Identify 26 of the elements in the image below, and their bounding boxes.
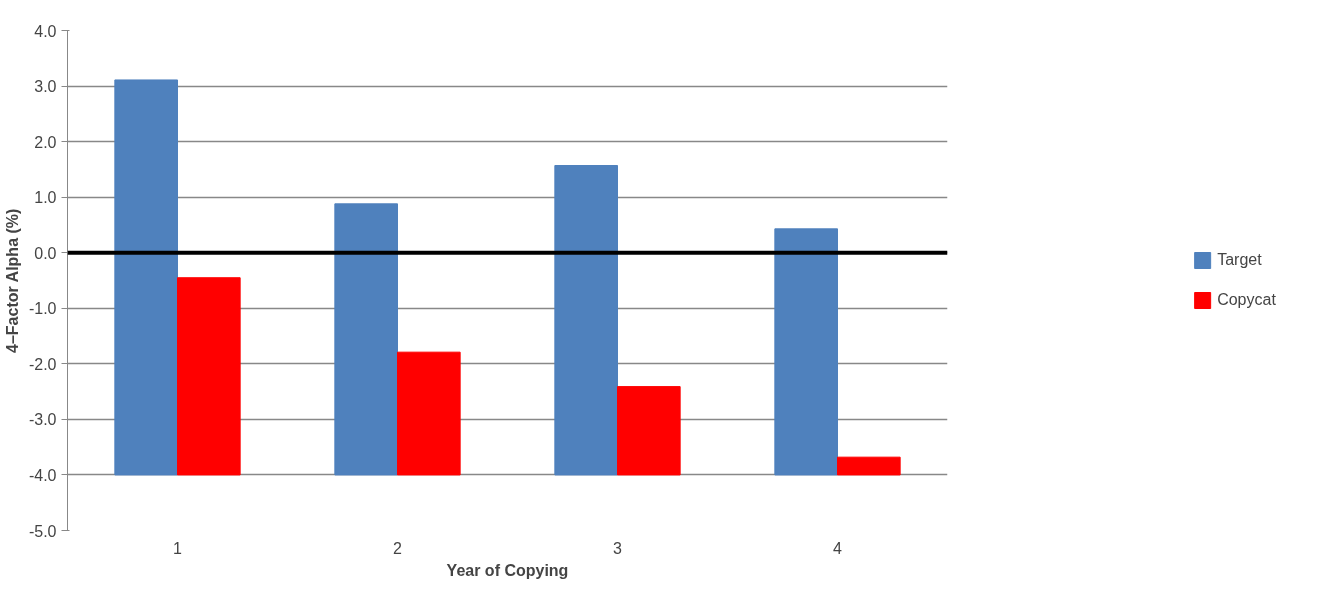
x-axis-title: Year of Copying [446,561,569,579]
y-tick-label: -1.0 [28,300,57,318]
x-tick-label: 3 [613,539,623,557]
y-tick-label: -3.0 [28,411,57,429]
y-tick-label: -5.0 [28,522,57,540]
bar [334,203,398,476]
bar [617,386,681,476]
y-tick-label: 1.0 [34,189,57,207]
y-tick-label: 0.0 [34,244,57,262]
bar [177,277,241,476]
y-tick-label: -4.0 [28,466,57,484]
x-tick-label: 4 [833,539,843,557]
legend-label: Copycat [1217,291,1276,309]
bar [774,228,838,476]
bar [554,165,618,476]
legend-label: Target [1217,251,1262,269]
bar [837,456,901,476]
y-axis-title: 4–Factor Alpha (%) [3,208,21,353]
x-tick-label: 1 [173,539,183,557]
x-tick-label: 2 [393,539,403,557]
bar [114,79,178,476]
y-tick-label: 3.0 [34,78,57,96]
bar [397,351,461,476]
y-tick-label: 4.0 [34,22,57,40]
y-tick-label: -2.0 [28,355,57,373]
y-tick-label: 2.0 [34,133,57,151]
